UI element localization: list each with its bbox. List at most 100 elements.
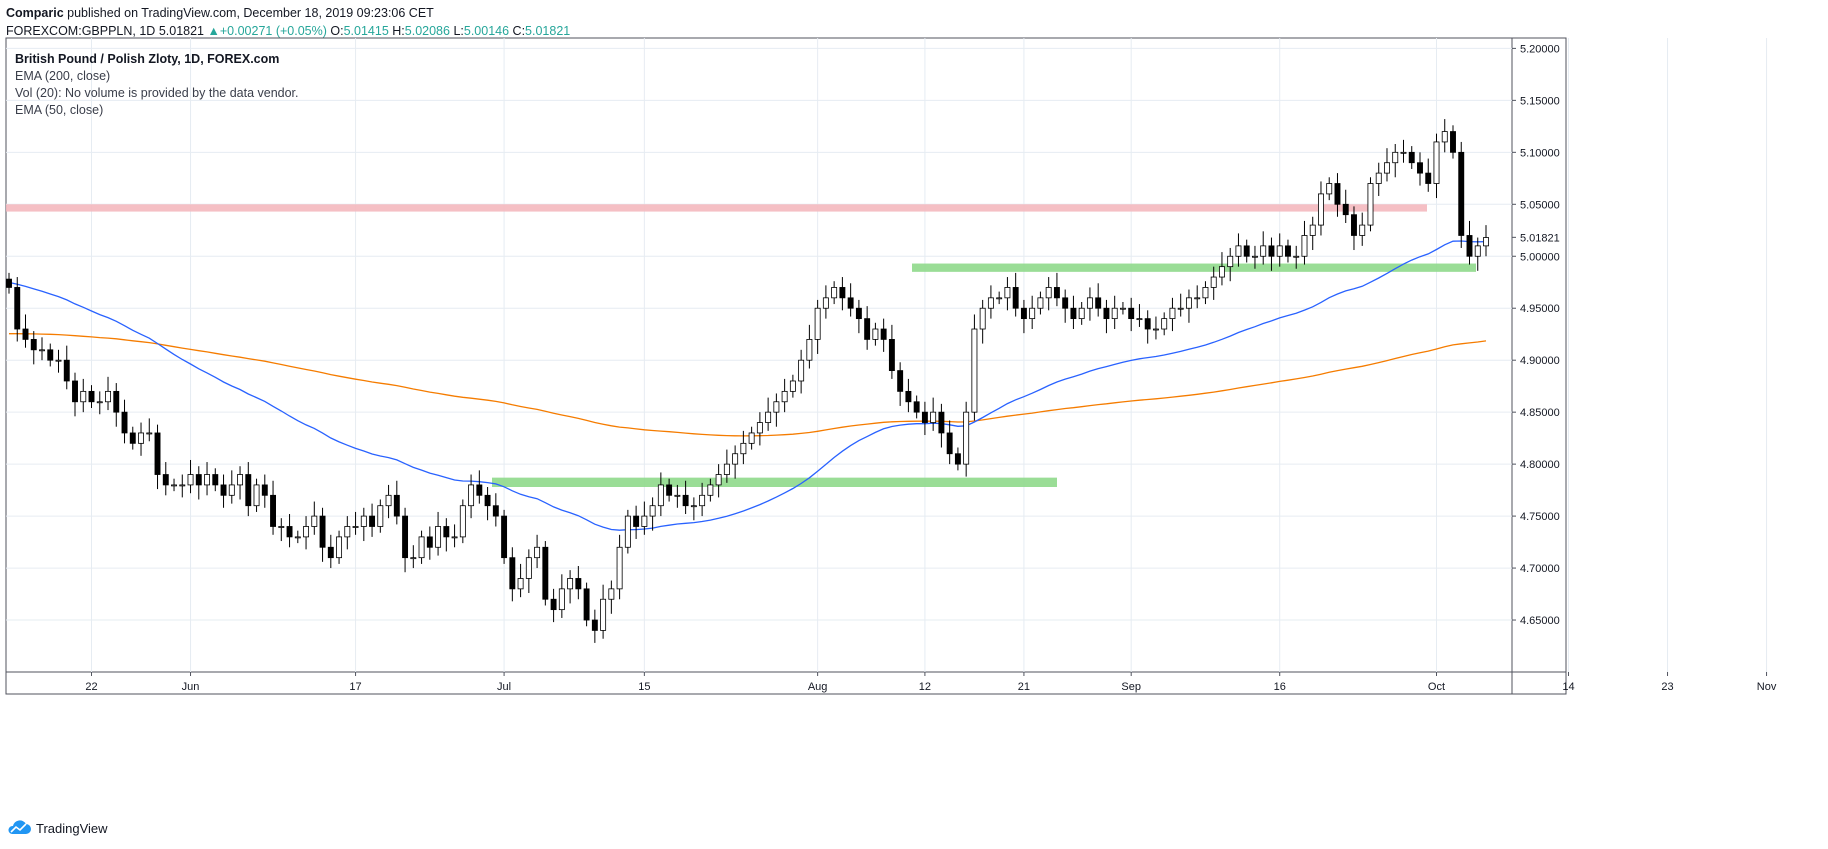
candle[interactable]	[657, 484, 664, 507]
candle[interactable]	[393, 494, 400, 517]
candle[interactable]	[773, 401, 780, 413]
candle[interactable]	[1103, 307, 1110, 320]
candle[interactable]	[336, 536, 343, 559]
candle[interactable]	[1351, 214, 1357, 236]
candle[interactable]	[1202, 287, 1209, 299]
candle[interactable]	[550, 598, 557, 611]
candle[interactable]	[624, 515, 631, 548]
candle[interactable]	[987, 297, 994, 309]
candle[interactable]	[1392, 151, 1399, 164]
candle[interactable]	[179, 484, 186, 487]
candle[interactable]	[847, 297, 854, 309]
candle[interactable]	[369, 515, 376, 527]
candle[interactable]	[1466, 235, 1473, 257]
candle[interactable]	[360, 515, 367, 527]
candle[interactable]	[608, 588, 615, 600]
candle[interactable]	[897, 370, 904, 392]
candle[interactable]	[946, 432, 953, 455]
candle[interactable]	[1318, 193, 1324, 226]
candle[interactable]	[245, 474, 252, 507]
candle[interactable]	[476, 484, 483, 496]
candle[interactable]	[402, 515, 409, 559]
candle[interactable]	[880, 328, 887, 340]
candle[interactable]	[921, 411, 928, 423]
candle[interactable]	[1185, 297, 1192, 309]
candle[interactable]	[1029, 307, 1036, 320]
candle[interactable]	[1144, 318, 1151, 330]
candle[interactable]	[426, 536, 433, 548]
candle[interactable]	[616, 546, 623, 590]
candle[interactable]	[435, 526, 442, 548]
candle[interactable]	[14, 287, 21, 330]
candle[interactable]	[270, 494, 277, 527]
candle[interactable]	[839, 287, 846, 299]
candle[interactable]	[96, 401, 103, 404]
candle[interactable]	[1433, 141, 1440, 184]
candle[interactable]	[39, 349, 45, 352]
candle[interactable]	[649, 505, 656, 517]
candle[interactable]	[171, 484, 177, 487]
candle[interactable]	[492, 505, 499, 517]
candle[interactable]	[303, 526, 310, 538]
legend-ema200[interactable]: EMA (200, close)	[15, 69, 111, 83]
candle[interactable]	[971, 328, 978, 413]
legend-volume[interactable]: Vol (20): No volume is provided by the d…	[15, 86, 299, 100]
candle[interactable]	[567, 578, 574, 590]
candle[interactable]	[1293, 255, 1300, 258]
candle[interactable]	[996, 297, 1003, 300]
candle[interactable]	[1078, 307, 1085, 320]
candle[interactable]	[1243, 245, 1250, 257]
candle[interactable]	[129, 432, 136, 444]
candle[interactable]	[121, 411, 128, 434]
candle[interactable]	[781, 390, 788, 403]
candle[interactable]	[195, 474, 202, 486]
candle[interactable]	[220, 484, 227, 496]
candle[interactable]	[525, 557, 532, 579]
candle[interactable]	[22, 328, 29, 340]
candle[interactable]	[187, 474, 194, 486]
candle[interactable]	[162, 474, 169, 486]
candle[interactable]	[451, 536, 458, 539]
candle[interactable]	[715, 474, 722, 486]
candle[interactable]	[798, 359, 805, 382]
candle[interactable]	[1334, 183, 1341, 205]
candle[interactable]	[591, 619, 598, 631]
candle[interactable]	[1441, 131, 1448, 143]
candle[interactable]	[80, 390, 87, 403]
candle[interactable]	[690, 505, 697, 508]
candle[interactable]	[1177, 307, 1184, 310]
candle[interactable]	[806, 339, 813, 361]
candle[interactable]	[1111, 307, 1118, 320]
candle[interactable]	[1367, 183, 1374, 226]
candle[interactable]	[228, 484, 235, 496]
candle[interactable]	[583, 588, 590, 621]
candle[interactable]	[732, 453, 739, 465]
candle[interactable]	[1086, 297, 1093, 309]
candle[interactable]	[699, 494, 706, 507]
candle[interactable]	[723, 463, 730, 475]
candle[interactable]	[963, 411, 970, 465]
candle[interactable]	[1375, 172, 1382, 184]
candle[interactable]	[72, 380, 78, 403]
candle[interactable]	[237, 474, 243, 486]
candle[interactable]	[377, 505, 384, 527]
candle[interactable]	[1309, 224, 1316, 236]
candle[interactable]	[666, 484, 673, 496]
candle[interactable]	[542, 546, 549, 600]
candle[interactable]	[814, 307, 821, 340]
candle[interactable]	[418, 536, 425, 559]
candle[interactable]	[822, 297, 829, 309]
candle[interactable]	[327, 546, 334, 559]
candle[interactable]	[641, 515, 648, 527]
candle[interactable]	[1004, 287, 1011, 299]
candle[interactable]	[1252, 255, 1258, 258]
candle[interactable]	[1326, 183, 1333, 195]
candle[interactable]	[113, 390, 120, 413]
candle[interactable]	[1276, 245, 1283, 257]
candle[interactable]	[1417, 162, 1423, 174]
candle[interactable]	[1210, 276, 1217, 288]
candle[interactable]	[1012, 287, 1019, 309]
candle[interactable]	[286, 526, 293, 538]
candle[interactable]	[905, 390, 912, 403]
candle[interactable]	[1408, 151, 1415, 164]
